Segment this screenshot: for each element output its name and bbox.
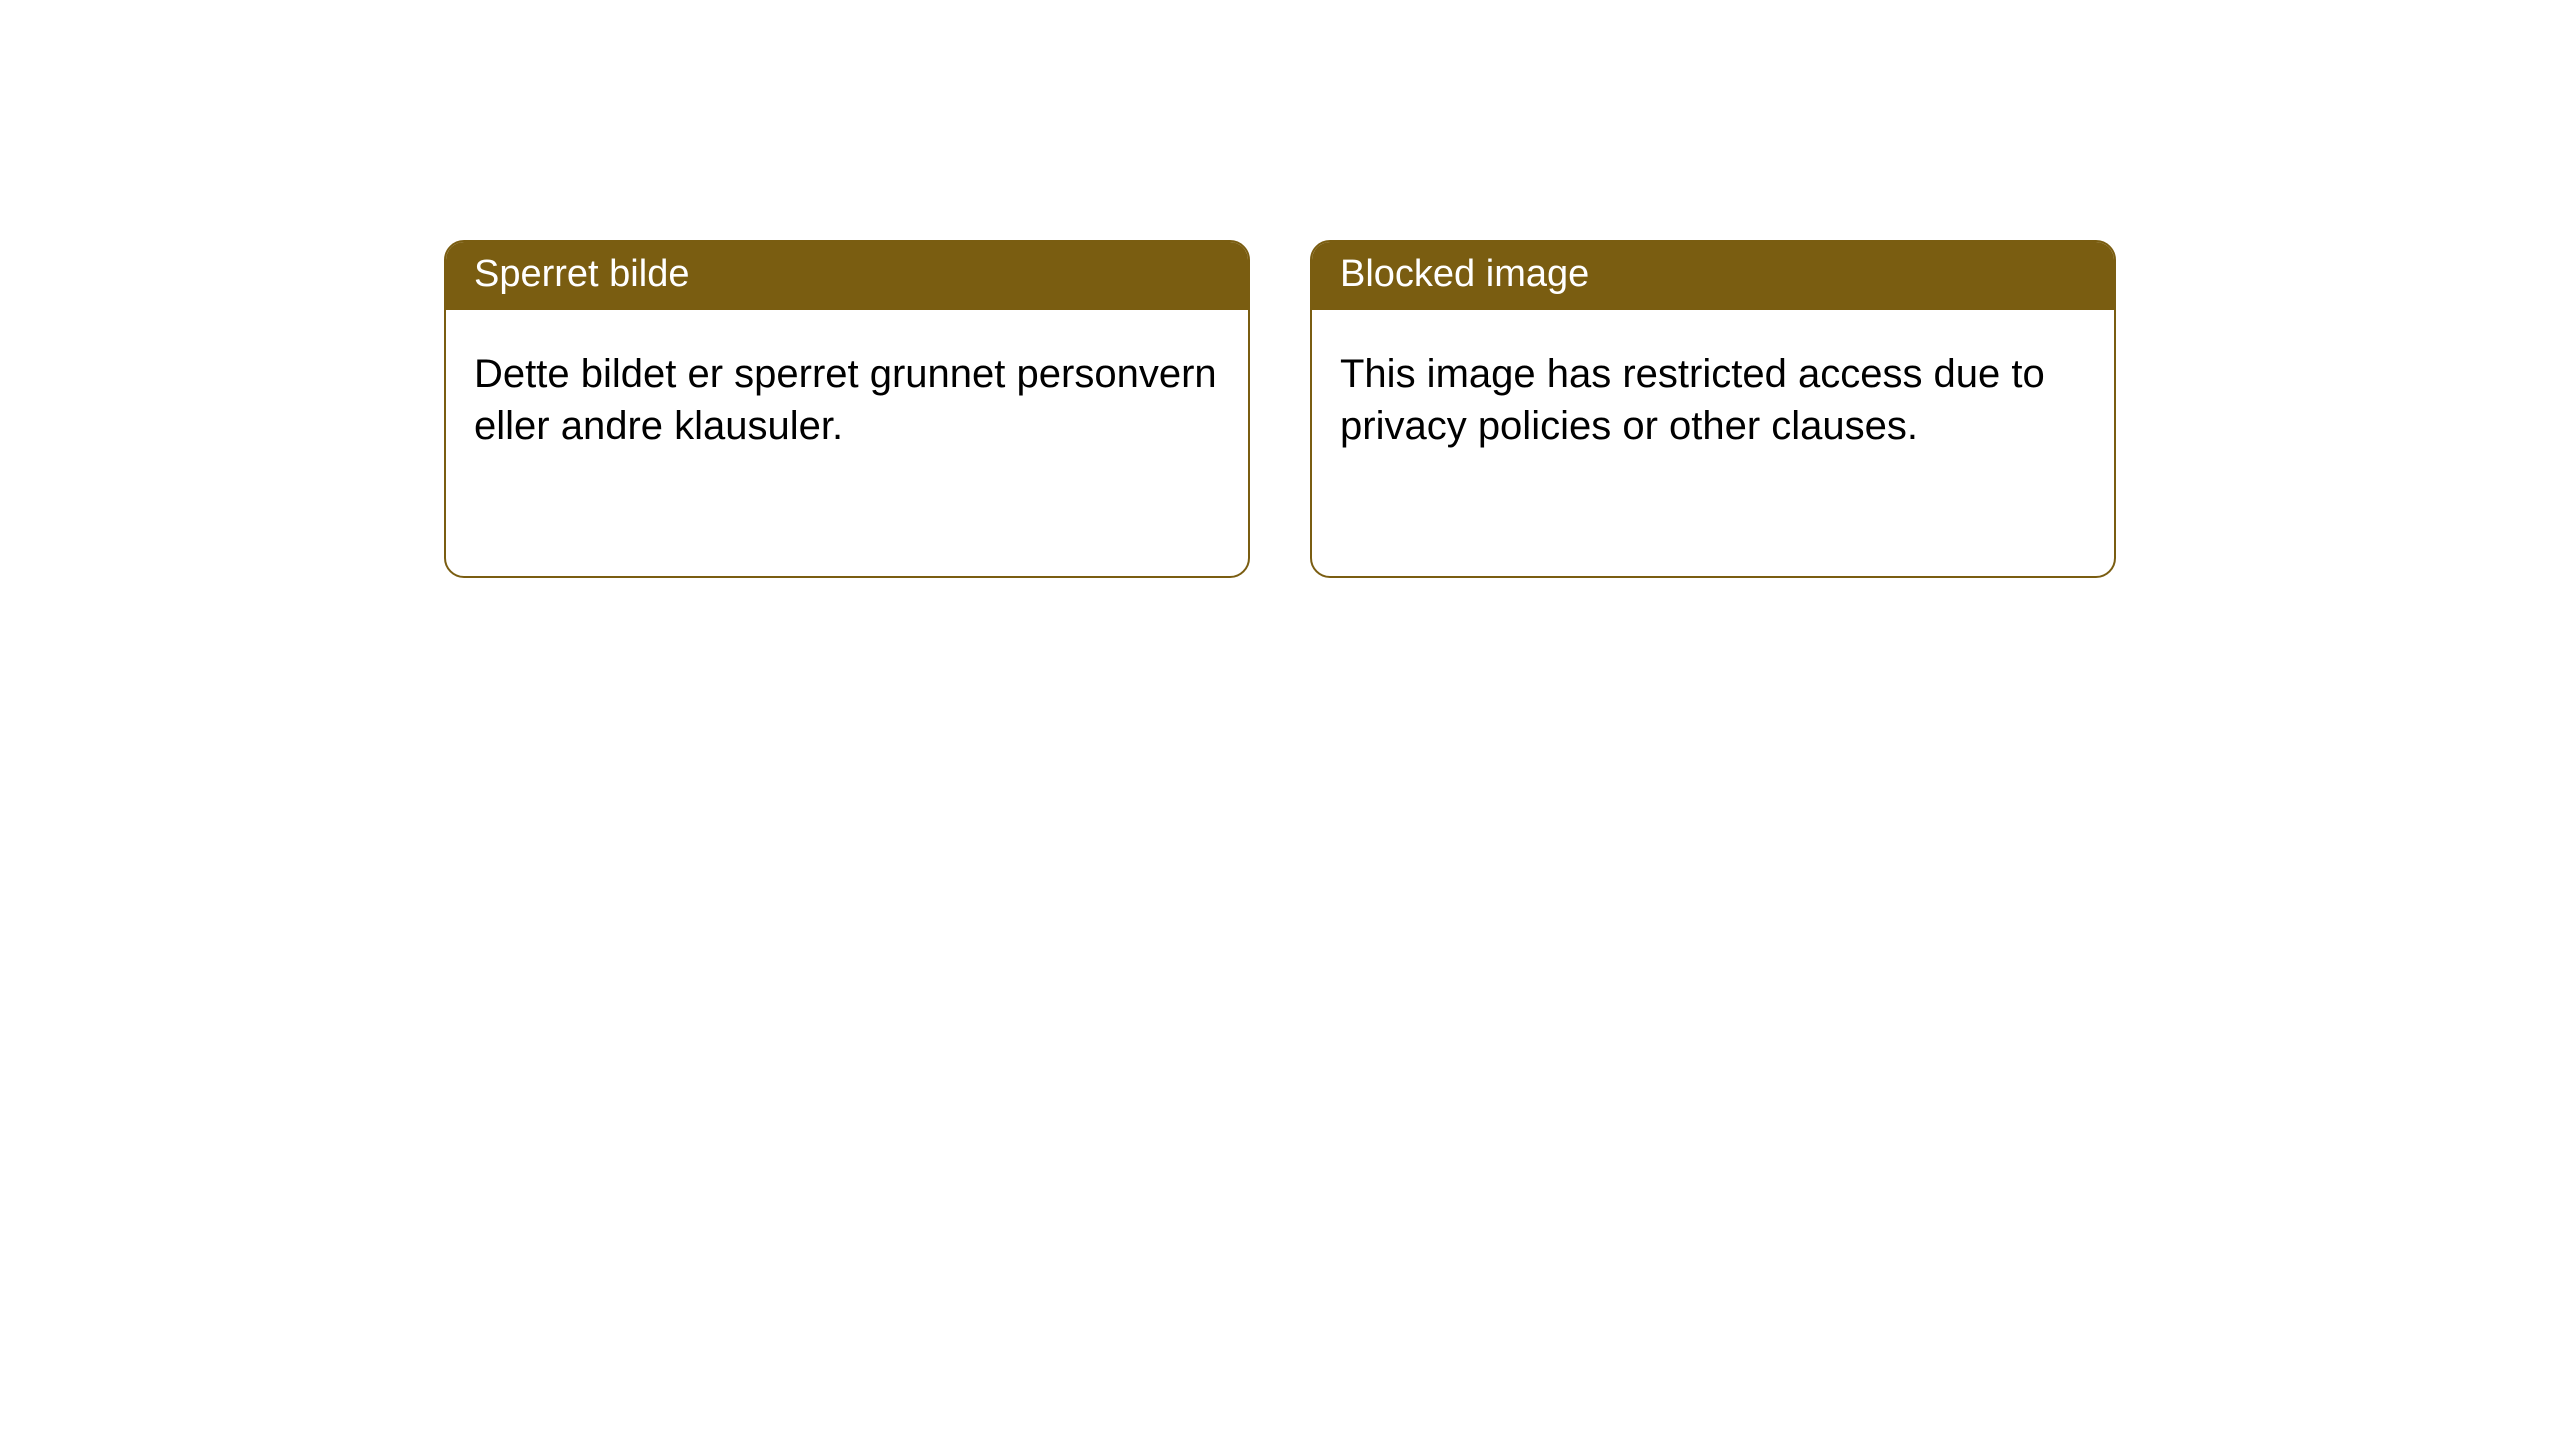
blocked-image-card-en: Blocked image This image has restricted … — [1310, 240, 2116, 578]
notice-container: Sperret bilde Dette bildet er sperret gr… — [0, 0, 2560, 578]
card-title-en: Blocked image — [1340, 253, 1589, 295]
card-text-en: This image has restricted access due to … — [1340, 352, 2045, 448]
card-body-en: This image has restricted access due to … — [1312, 310, 2114, 480]
blocked-image-card-no: Sperret bilde Dette bildet er sperret gr… — [444, 240, 1250, 578]
card-header-no: Sperret bilde — [446, 242, 1248, 310]
card-body-no: Dette bildet er sperret grunnet personve… — [446, 310, 1248, 480]
card-header-en: Blocked image — [1312, 242, 2114, 310]
card-text-no: Dette bildet er sperret grunnet personve… — [474, 352, 1217, 448]
card-title-no: Sperret bilde — [474, 253, 689, 295]
